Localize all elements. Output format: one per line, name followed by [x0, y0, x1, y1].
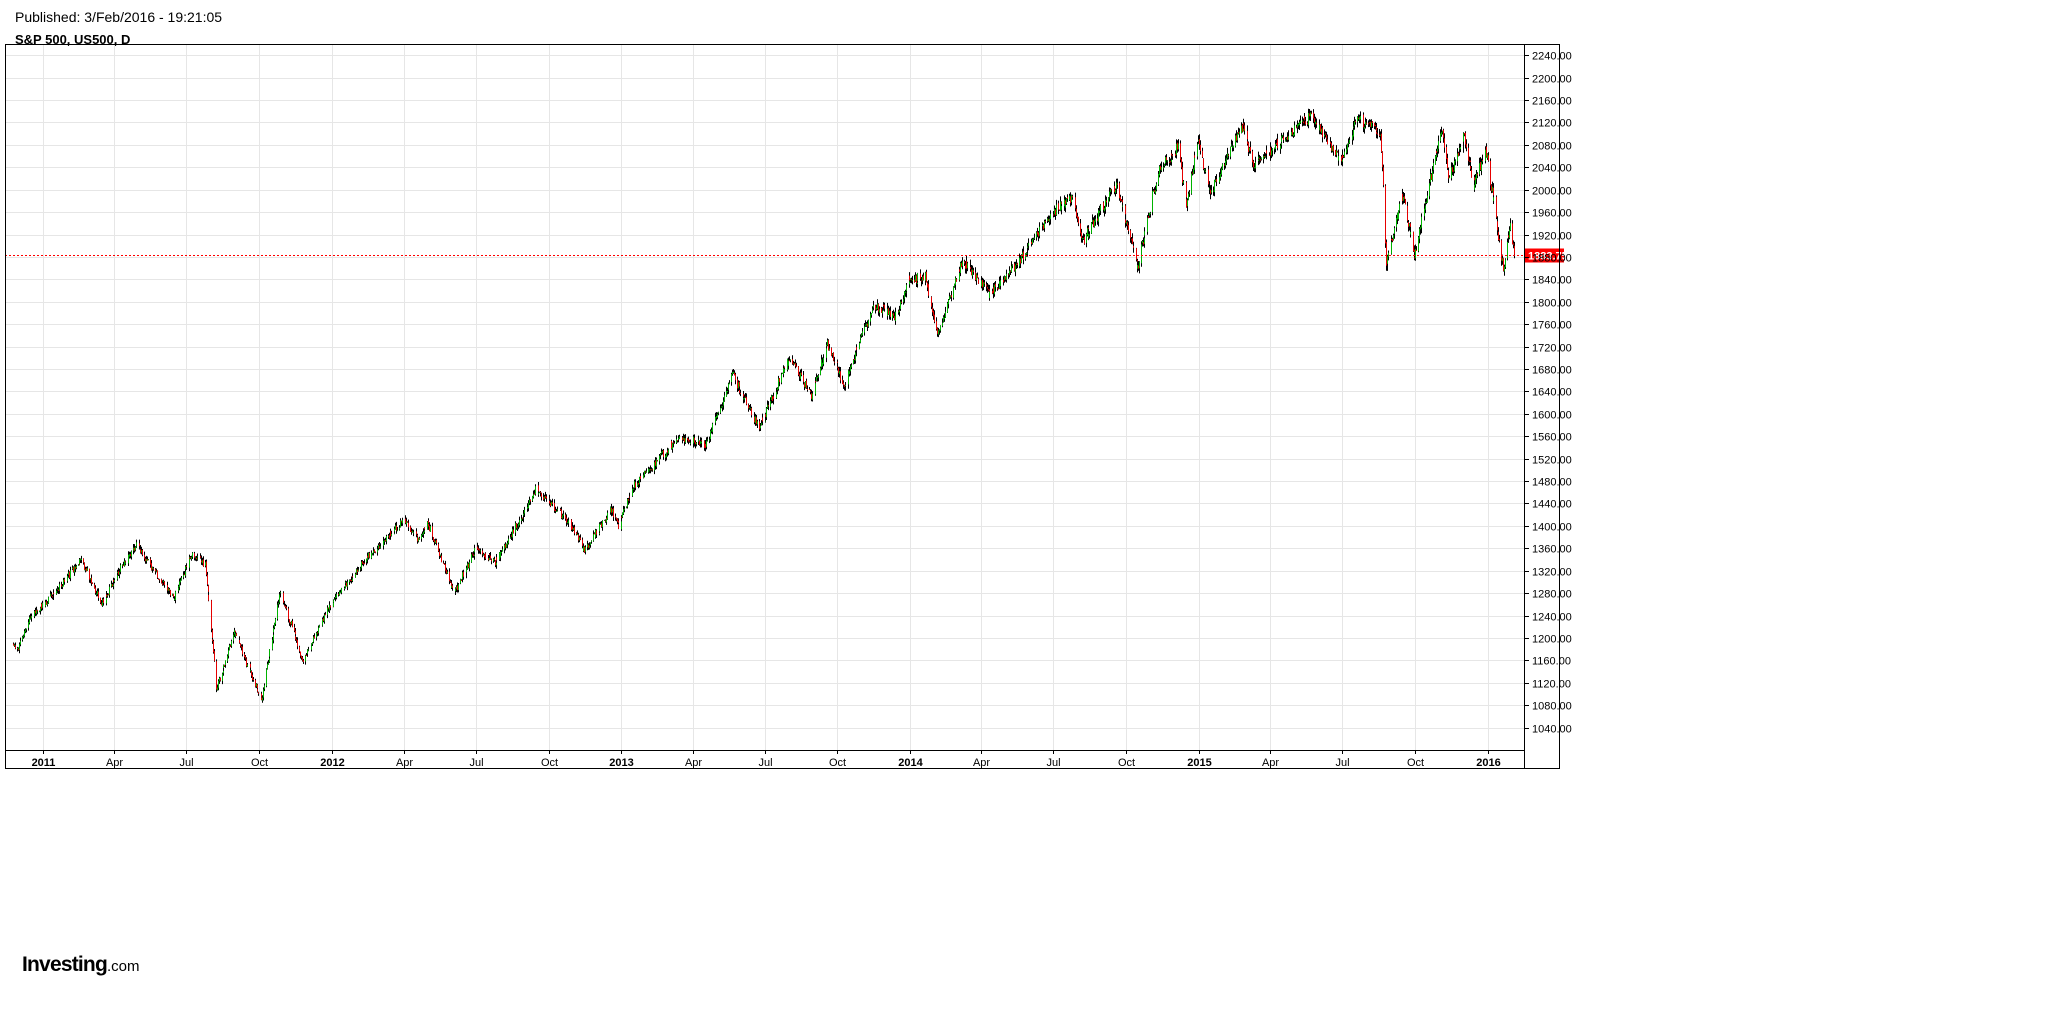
y-tick-label: 1200.00: [1532, 634, 1572, 646]
y-tick-label: 1720.00: [1532, 343, 1572, 355]
x-tick-label: Oct: [1118, 757, 1135, 769]
y-tick-label: 1360.00: [1532, 544, 1572, 556]
y-tick-label: 1520.00: [1532, 455, 1572, 467]
x-axis: 2011 Apr Jul Oct 2012 Apr Jul Oct 2013 Apr Jul Oct 2…: [32, 750, 1501, 769]
y-tick-label: 1040.00: [1532, 724, 1572, 736]
y-tick-label: 1560.00: [1532, 432, 1572, 444]
y-tick-label: 1320.00: [1532, 567, 1572, 579]
x-tick-label: Apr: [106, 757, 123, 769]
x-tick-label: 2013: [609, 757, 633, 769]
y-tick-label: 1920.00: [1532, 231, 1572, 243]
x-tick-label: Apr: [396, 757, 413, 769]
y-tick-label: 2200.00: [1532, 74, 1572, 86]
y-tick-label: 1800.00: [1532, 298, 1572, 310]
published-timestamp: Published: 3/Feb/2016 - 19:21:05: [15, 9, 223, 25]
y-tick-label: 1640.00: [1532, 387, 1572, 399]
y-tick-label: 2000.00: [1532, 186, 1572, 198]
x-tick-label: Oct: [251, 757, 268, 769]
x-tick-label: Jul: [469, 757, 483, 769]
y-tick-label: 1280.00: [1532, 589, 1572, 601]
y-tick-label: 1480.00: [1532, 477, 1572, 489]
last-price-line: 1883.75: [5, 248, 1568, 263]
y-tick-label: 1120.00: [1532, 679, 1571, 691]
y-tick-label: 1880.00: [1532, 253, 1572, 265]
y-tick-label: 2080.00: [1532, 141, 1572, 153]
last-price-label: 1883.75: [1528, 251, 1568, 263]
chart-title: S&P 500, US500, D: [15, 32, 131, 47]
y-tick-label: 2040.00: [1532, 163, 1572, 175]
x-tick-label: Oct: [829, 757, 846, 769]
logo-suffix: .com: [106, 958, 140, 975]
y-tick-label: 1160.00: [1532, 656, 1571, 668]
y-tick-label: 1400.00: [1532, 522, 1572, 534]
y-tick-label: 1960.00: [1532, 208, 1572, 220]
x-tick-label: 2016: [1476, 757, 1500, 769]
grid-lines: [5, 44, 1524, 750]
investing-logo: Investing.com: [22, 953, 140, 977]
y-tick-label: 1680.00: [1532, 365, 1572, 377]
y-tick-label: 1080.00: [1532, 701, 1572, 713]
y-axis: 1040.00 1080.00 1120.00 1160.00 1200.00 1240.…: [1524, 51, 1572, 736]
x-tick-label: Jul: [1335, 757, 1349, 769]
x-tick-label: 2011: [32, 757, 56, 769]
last-price-badge: [1525, 248, 1564, 263]
y-tick-label: 2120.00: [1532, 118, 1572, 130]
x-tick-label: Jul: [179, 757, 193, 769]
y-tick-label: 1760.00: [1532, 320, 1572, 332]
x-tick-label: Oct: [541, 757, 558, 769]
x-tick-label: 2014: [898, 757, 923, 769]
y-tick-label: 1840.00: [1532, 275, 1572, 287]
y-tick-label: 2240.00: [1532, 51, 1572, 63]
candles: [13, 108, 1515, 703]
x-tick-label: 2012: [320, 757, 344, 769]
x-tick-label: Apr: [973, 757, 990, 769]
y-tick-label: 1440.00: [1532, 499, 1572, 511]
x-tick-label: Jul: [1046, 757, 1060, 769]
x-tick-label: Jul: [758, 757, 772, 769]
chart-frame: [5, 44, 1560, 769]
y-tick-label: 1600.00: [1532, 410, 1572, 422]
logo-main: Investing: [22, 953, 108, 976]
y-tick-label: 1240.00: [1532, 612, 1572, 624]
outer-frame: [5, 44, 1560, 769]
x-tick-label: Apr: [685, 757, 702, 769]
y-tick-label: 2160.00: [1532, 96, 1572, 108]
x-tick-label: Apr: [1262, 757, 1279, 769]
x-tick-label: 2015: [1187, 757, 1211, 769]
x-tick-label: Oct: [1407, 757, 1424, 769]
